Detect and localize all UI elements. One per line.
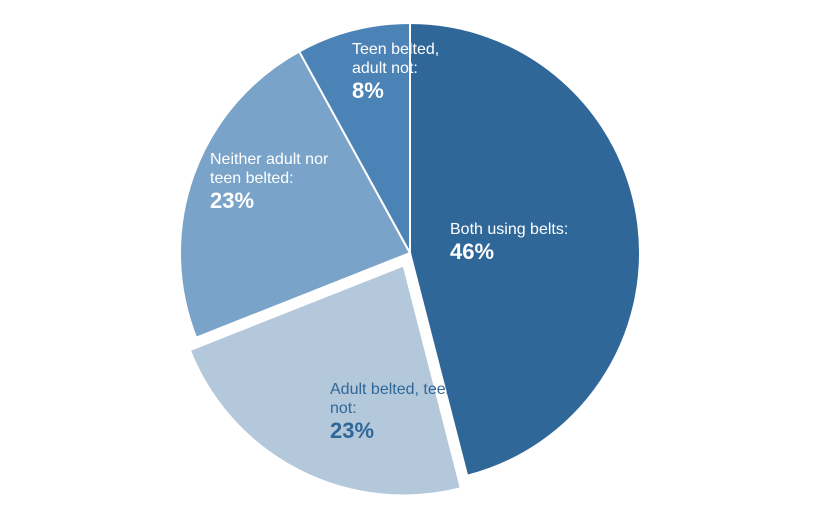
- slice-value-teen-only: 8%: [352, 78, 462, 104]
- slice-label-neither: Neither adult nor teen belted: 23%: [210, 150, 340, 215]
- slice-text-teen-only: Teen belted, adult not:: [352, 40, 462, 78]
- slice-text-neither: Neither adult nor teen belted:: [210, 150, 340, 188]
- slice-label-adult-only: Adult belted, teen not: 23%: [330, 380, 460, 445]
- slice-text-both: Both using belts:: [450, 220, 650, 239]
- slice-value-neither: 23%: [210, 188, 340, 214]
- pie-chart: Both using belts: 46% Adult belted, teen…: [0, 0, 820, 507]
- slice-value-both: 46%: [450, 239, 650, 265]
- slice-label-both: Both using belts: 46%: [450, 220, 650, 266]
- slice-text-adult-only: Adult belted, teen not:: [330, 380, 460, 418]
- slice-label-teen-only: Teen belted, adult not: 8%: [352, 40, 462, 105]
- slice-value-adult-only: 23%: [330, 418, 460, 444]
